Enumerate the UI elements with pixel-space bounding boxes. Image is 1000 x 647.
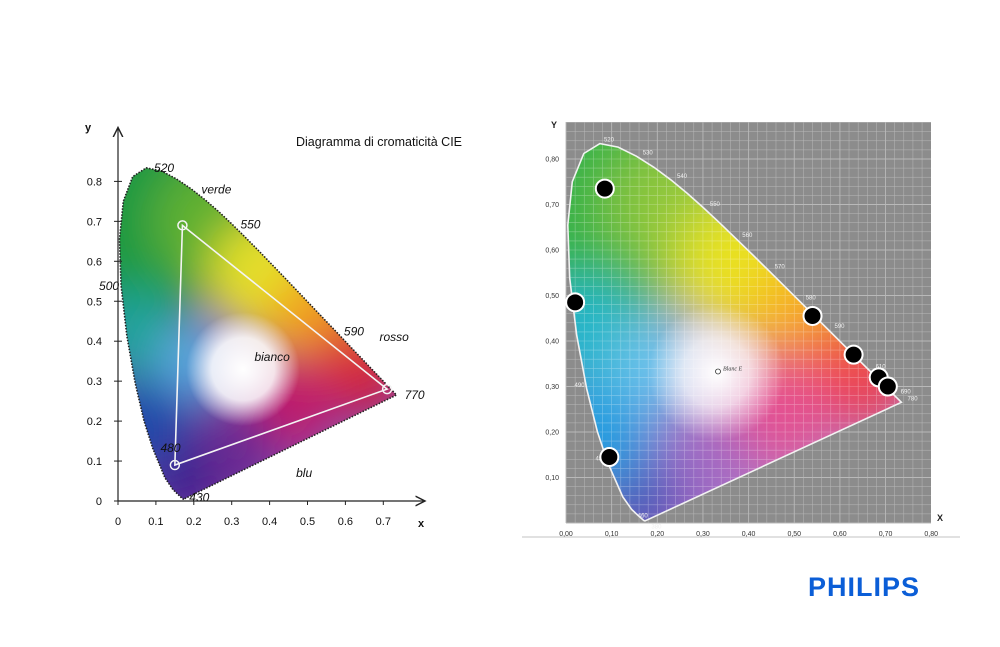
left-y-tick-label: 0.1 (87, 456, 102, 468)
right-y-tick-label: 0,40 (545, 339, 559, 346)
left-gamut-vertex (177, 220, 188, 231)
right-data-point (877, 376, 898, 397)
right-wavelength-label: 570 (775, 264, 786, 270)
right-wavelength-label: 550 (710, 202, 721, 208)
right-x-axis-label: X (937, 513, 943, 523)
right-spectral-locus (566, 142, 903, 522)
right-y-tick-label: 0,60 (545, 248, 559, 255)
right-wavelength-label: 520 (604, 138, 615, 144)
right-wavelength-label: 580 (806, 295, 817, 301)
left-y-tick-label: 0.2 (87, 416, 102, 428)
right-y-tick-label: 0,30 (545, 384, 559, 391)
left-y-tick-label: 0.8 (87, 176, 102, 188)
right-y-tick-label: 0,10 (545, 475, 559, 482)
left-y-tick-label: 0.4 (87, 336, 102, 348)
left-region-label: verde (201, 182, 231, 196)
left-y-tick-label: 0.3 (87, 376, 102, 388)
right-x-tick-label: 0,40 (742, 531, 756, 538)
left-axes: 0 0.1 0.2 0.3 0.4 0.5 0.6 0.7 0 0.1 0.2 0.3 0.4 0.5 0.… (87, 127, 425, 528)
left-wavelength-label: 770 (405, 388, 425, 402)
right-wavelength-label: 540 (677, 174, 688, 180)
left-gamut-vertex (381, 383, 393, 395)
right-x-tick-label: 0,20 (650, 531, 664, 538)
right-y-tick-label: 0,70 (545, 202, 559, 209)
philips-logo: PHILIPS (808, 572, 921, 602)
right-y-axis-label: Y (551, 120, 557, 130)
left-wavelength-label: 500 (99, 279, 119, 293)
right-data-point (594, 178, 615, 199)
left-y-tick-label: 0 (96, 496, 102, 508)
right-y-tick-label: 0,20 (545, 430, 559, 437)
left-gamut-vertex (169, 459, 181, 471)
right-wavelength-label: 460 (638, 513, 649, 519)
left-x-tick-label: 0.6 (338, 516, 353, 528)
left-y-tick-label: 0.6 (87, 256, 102, 268)
right-x-tick-label: 0,50 (787, 531, 801, 538)
right-data-point (565, 292, 586, 313)
right-y-tick-label: 0,50 (545, 293, 559, 300)
right-x-tick-label: 0,70 (879, 531, 893, 538)
right-data-point (802, 305, 823, 326)
right-x-tick-label: 0,80 (924, 531, 938, 538)
left-spectral-locus (118, 167, 398, 500)
left-wavelength-label: 430 (189, 490, 209, 504)
right-white-point-label: Blanc E (723, 366, 742, 372)
right-x-tick-label: 0,60 (833, 531, 847, 538)
right-wavelength-label: 530 (643, 151, 654, 157)
left-wavelength-label: 590 (344, 325, 364, 339)
left-chart-title: Diagramma di cromaticità CIE (296, 135, 462, 149)
right-x-tick-label: 0,10 (605, 531, 619, 538)
right-wavelength-label: 780 (908, 396, 919, 402)
left-cie-chart: Diagramma di cromaticità CIE 520 550 590 50… (85, 122, 462, 530)
left-wavelength-label: 520 (154, 161, 174, 175)
right-y-tick-label: 0,80 (545, 157, 559, 164)
left-gamut-triangle (174, 223, 389, 467)
left-y-tick-label: 0.7 (87, 216, 102, 228)
left-x-tick-label: 0.5 (300, 516, 315, 528)
right-gamut-fill (567, 143, 902, 521)
left-x-tick-label: 0.7 (376, 516, 391, 528)
right-wavelength-label: 380 (651, 525, 662, 531)
left-plot-area: 520 550 590 500 480 430 770 verde rosso bianco blu (99, 161, 425, 505)
right-wavelength-label: 560 (742, 233, 753, 239)
right-cie-chart: 5205305405505605705805906106907804904804… (522, 120, 960, 538)
right-white-point (715, 368, 721, 375)
left-wavelength-label: 550 (240, 218, 260, 232)
left-x-tick-label: 0 (115, 516, 121, 528)
right-data-point (599, 447, 620, 468)
right-x-tick-label: 0,00 (559, 531, 573, 538)
right-wavelength-label: 610 (876, 365, 887, 371)
right-data-point (843, 344, 864, 365)
left-wavelength-label: 480 (160, 441, 180, 455)
right-wavelength-label: 590 (834, 324, 845, 330)
left-region-label: bianco (254, 350, 290, 364)
left-region-label: blu (296, 466, 312, 480)
left-region-label: rosso (380, 330, 410, 344)
right-wavelength-label: 690 (901, 390, 912, 396)
left-y-tick-label: 0.5 (87, 296, 102, 308)
left-x-tick-label: 0.2 (186, 516, 201, 528)
left-x-tick-label: 0.4 (262, 516, 277, 528)
right-axes: 0,00 0,10 0,20 0,30 0,40 0,50 0,60 0,70 0,80 0,10… (522, 157, 960, 538)
left-x-axis-label: x (418, 518, 425, 530)
left-y-axis-label: y (85, 122, 92, 134)
left-x-tick-label: 0.3 (224, 516, 239, 528)
left-x-tick-label: 0.1 (148, 516, 163, 528)
right-wavelength-label: 490 (575, 383, 586, 389)
right-x-tick-label: 0,30 (696, 531, 710, 538)
